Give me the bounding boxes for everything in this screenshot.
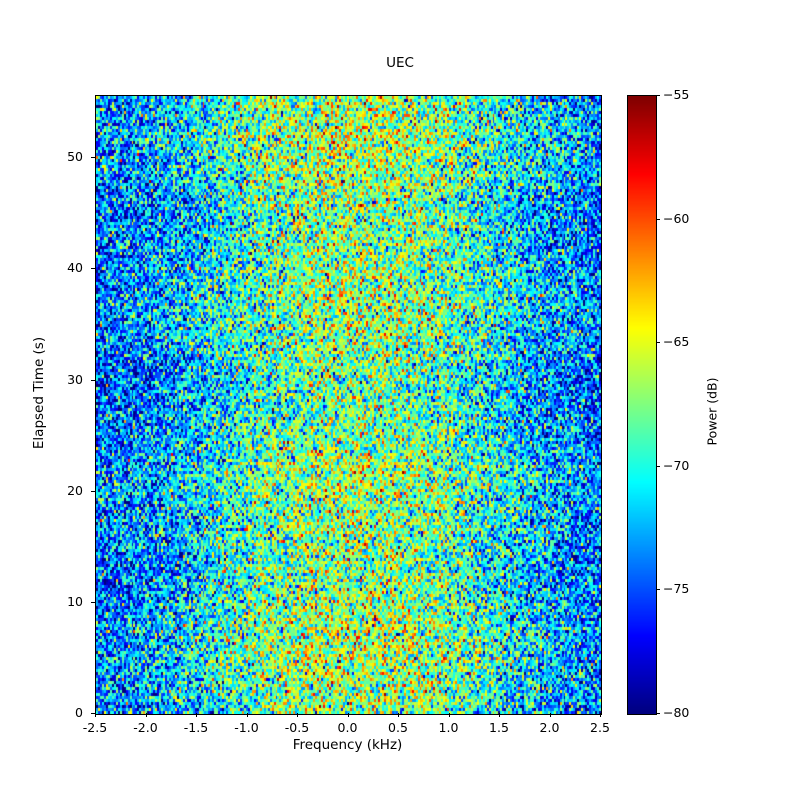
y-tick-mark <box>91 268 95 269</box>
x-tick-label: 1.0 <box>438 720 459 735</box>
colorbar-tick-label: −65 <box>663 334 690 350</box>
x-tick-mark <box>449 713 450 717</box>
x-tick-label: -1.5 <box>183 720 209 735</box>
y-tick-mark <box>91 380 95 381</box>
x-tick-mark <box>247 713 248 717</box>
x-tick-mark <box>398 713 399 717</box>
y-tick-mark <box>91 491 95 492</box>
colorbar-tick-mark <box>656 713 660 714</box>
x-tick-label: 0.5 <box>388 720 408 735</box>
colorbar-tick-mark <box>656 342 660 343</box>
colorbar-tick-mark <box>656 219 660 220</box>
x-tick-label: 1.5 <box>489 720 509 735</box>
y-tick-label: 30 <box>67 371 83 387</box>
x-tick-label: -2.5 <box>82 720 108 735</box>
colorbar-tick-mark <box>656 589 660 590</box>
y-tick-label: 40 <box>67 260 83 276</box>
colorbar[interactable] <box>627 95 657 715</box>
colorbar-tick-mark <box>656 95 660 96</box>
y-tick-label: 50 <box>67 149 83 165</box>
colorbar-tick-label: −55 <box>663 87 690 102</box>
y-tick-label: 20 <box>67 482 83 498</box>
colorbar-label: Power (dB) <box>704 377 720 446</box>
x-tick-label: 0.0 <box>337 720 358 735</box>
colorbar-tick-mark <box>656 466 660 467</box>
x-tick-mark <box>297 713 298 717</box>
spectrogram-plot-area[interactable] <box>95 95 602 715</box>
x-tick-mark <box>196 713 197 717</box>
y-tick-label: 0 <box>75 705 83 720</box>
x-tick-mark <box>95 713 96 717</box>
x-tick-mark <box>550 713 551 717</box>
x-tick-mark <box>499 713 500 717</box>
colorbar-tick-label: −80 <box>663 705 690 720</box>
colorbar-tick-label: −75 <box>663 581 690 597</box>
y-tick-mark <box>91 602 95 603</box>
y-tick-label: 10 <box>67 593 83 609</box>
colorbar-tick-label: −60 <box>663 210 690 226</box>
y-tick-mark <box>91 713 95 714</box>
spectrogram-image[interactable] <box>96 96 601 714</box>
colorbar-gradient <box>628 96 656 714</box>
x-tick-mark <box>146 713 147 717</box>
x-tick-label: 2.0 <box>539 720 560 735</box>
x-tick-label: -2.0 <box>133 720 158 735</box>
y-tick-mark <box>91 157 95 158</box>
title-station: UEC <box>386 54 414 71</box>
x-tick-label: -1.0 <box>234 720 259 735</box>
colorbar-tick-label: −70 <box>663 457 690 473</box>
x-tick-label: -0.5 <box>284 720 310 735</box>
x-tick-mark <box>600 713 601 717</box>
x-tick-label: 2.5 <box>590 720 610 735</box>
x-axis-label: Frequency (kHz) <box>292 737 403 753</box>
x-tick-mark <box>348 713 349 717</box>
y-axis-label: Elapsed Time (s) <box>31 336 47 450</box>
